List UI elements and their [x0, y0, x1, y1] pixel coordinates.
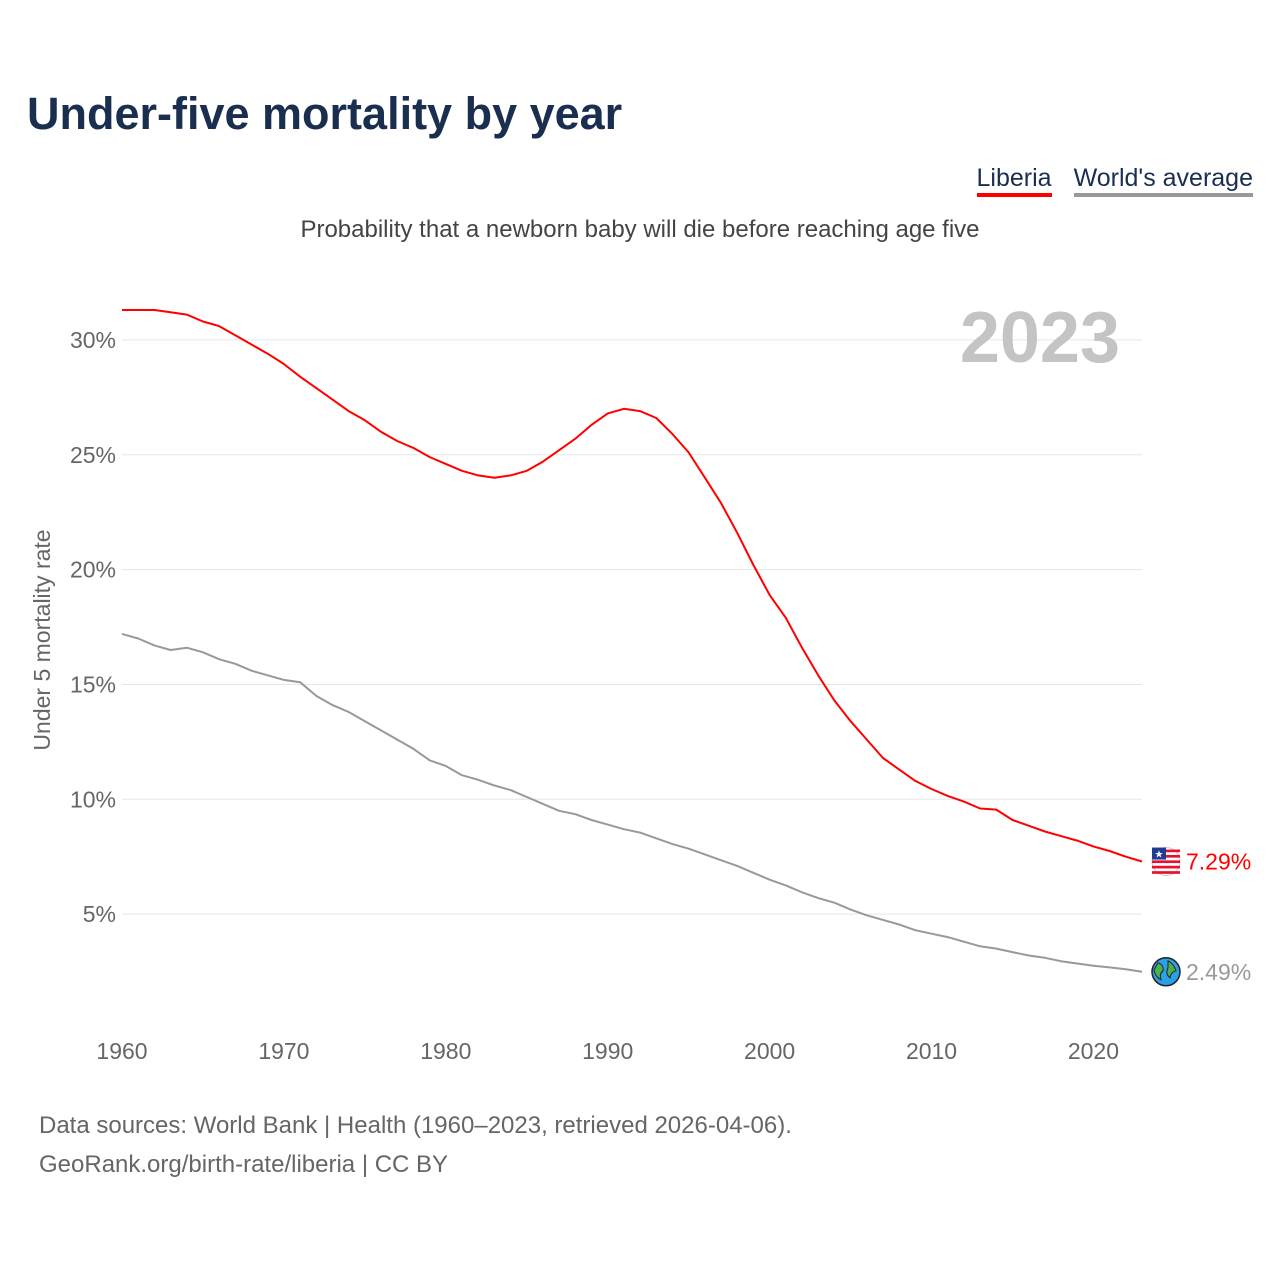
- flag-stripe: [1152, 860, 1180, 864]
- world-average-line: [121, 632, 1143, 973]
- x-tick-label: 1980: [420, 1038, 471, 1064]
- y-tick-label: 25%: [70, 442, 116, 468]
- y-tick-label: 20%: [70, 557, 116, 583]
- liberia-flag-icon: ★: [1151, 847, 1181, 877]
- line-chart: 5% 10% 15% 20% 25% 30% 1960 1970 1980 1990 2000 201…: [29, 298, 1251, 1064]
- flag-canton: [1152, 847, 1166, 860]
- flag-star: ★: [1155, 850, 1164, 861]
- x-tick-label: 1990: [582, 1038, 633, 1064]
- y-tick-label: 5%: [83, 901, 116, 927]
- y-tick-label: 10%: [70, 786, 116, 812]
- chart-title: Under-five mortality by year: [27, 88, 623, 139]
- x-tick-label: 1970: [258, 1038, 309, 1064]
- flag-stripe: [1152, 871, 1180, 874]
- x-tick-label: 1960: [96, 1038, 147, 1064]
- y-tick-label: 15%: [70, 671, 116, 697]
- flag-stripe: [1152, 865, 1180, 869]
- x-tick-label: 2010: [906, 1038, 957, 1064]
- x-tick-label: 2000: [744, 1038, 795, 1064]
- globe-icon: [1151, 957, 1181, 987]
- year-display: 2023: [960, 298, 1120, 378]
- liberia-line: [122, 309, 1143, 863]
- source-note: Data sources: World Bank | Health (1960–…: [39, 1106, 792, 1184]
- x-tick-label: 2020: [1068, 1038, 1119, 1064]
- end-value-label: 7.29%: [1186, 849, 1251, 875]
- y-tick-label: 30%: [70, 327, 116, 353]
- legend-liberia[interactable]: Liberia: [976, 164, 1052, 197]
- source-line-2[interactable]: GeoRank.org/birth-rate/liberia | CC BY: [39, 1151, 449, 1178]
- source-line-1: Data sources: World Bank | Health (1960–…: [39, 1112, 792, 1139]
- legend: Liberia World's average: [976, 164, 1253, 197]
- legend-world-average[interactable]: World's average: [1073, 164, 1253, 197]
- y-axis-label: Under 5 mortality rate: [29, 529, 55, 750]
- end-value-label: 2.49%: [1186, 959, 1251, 985]
- chart-subtitle: Probability that a newborn baby will die…: [300, 216, 980, 243]
- globe-land: [1153, 959, 1177, 981]
